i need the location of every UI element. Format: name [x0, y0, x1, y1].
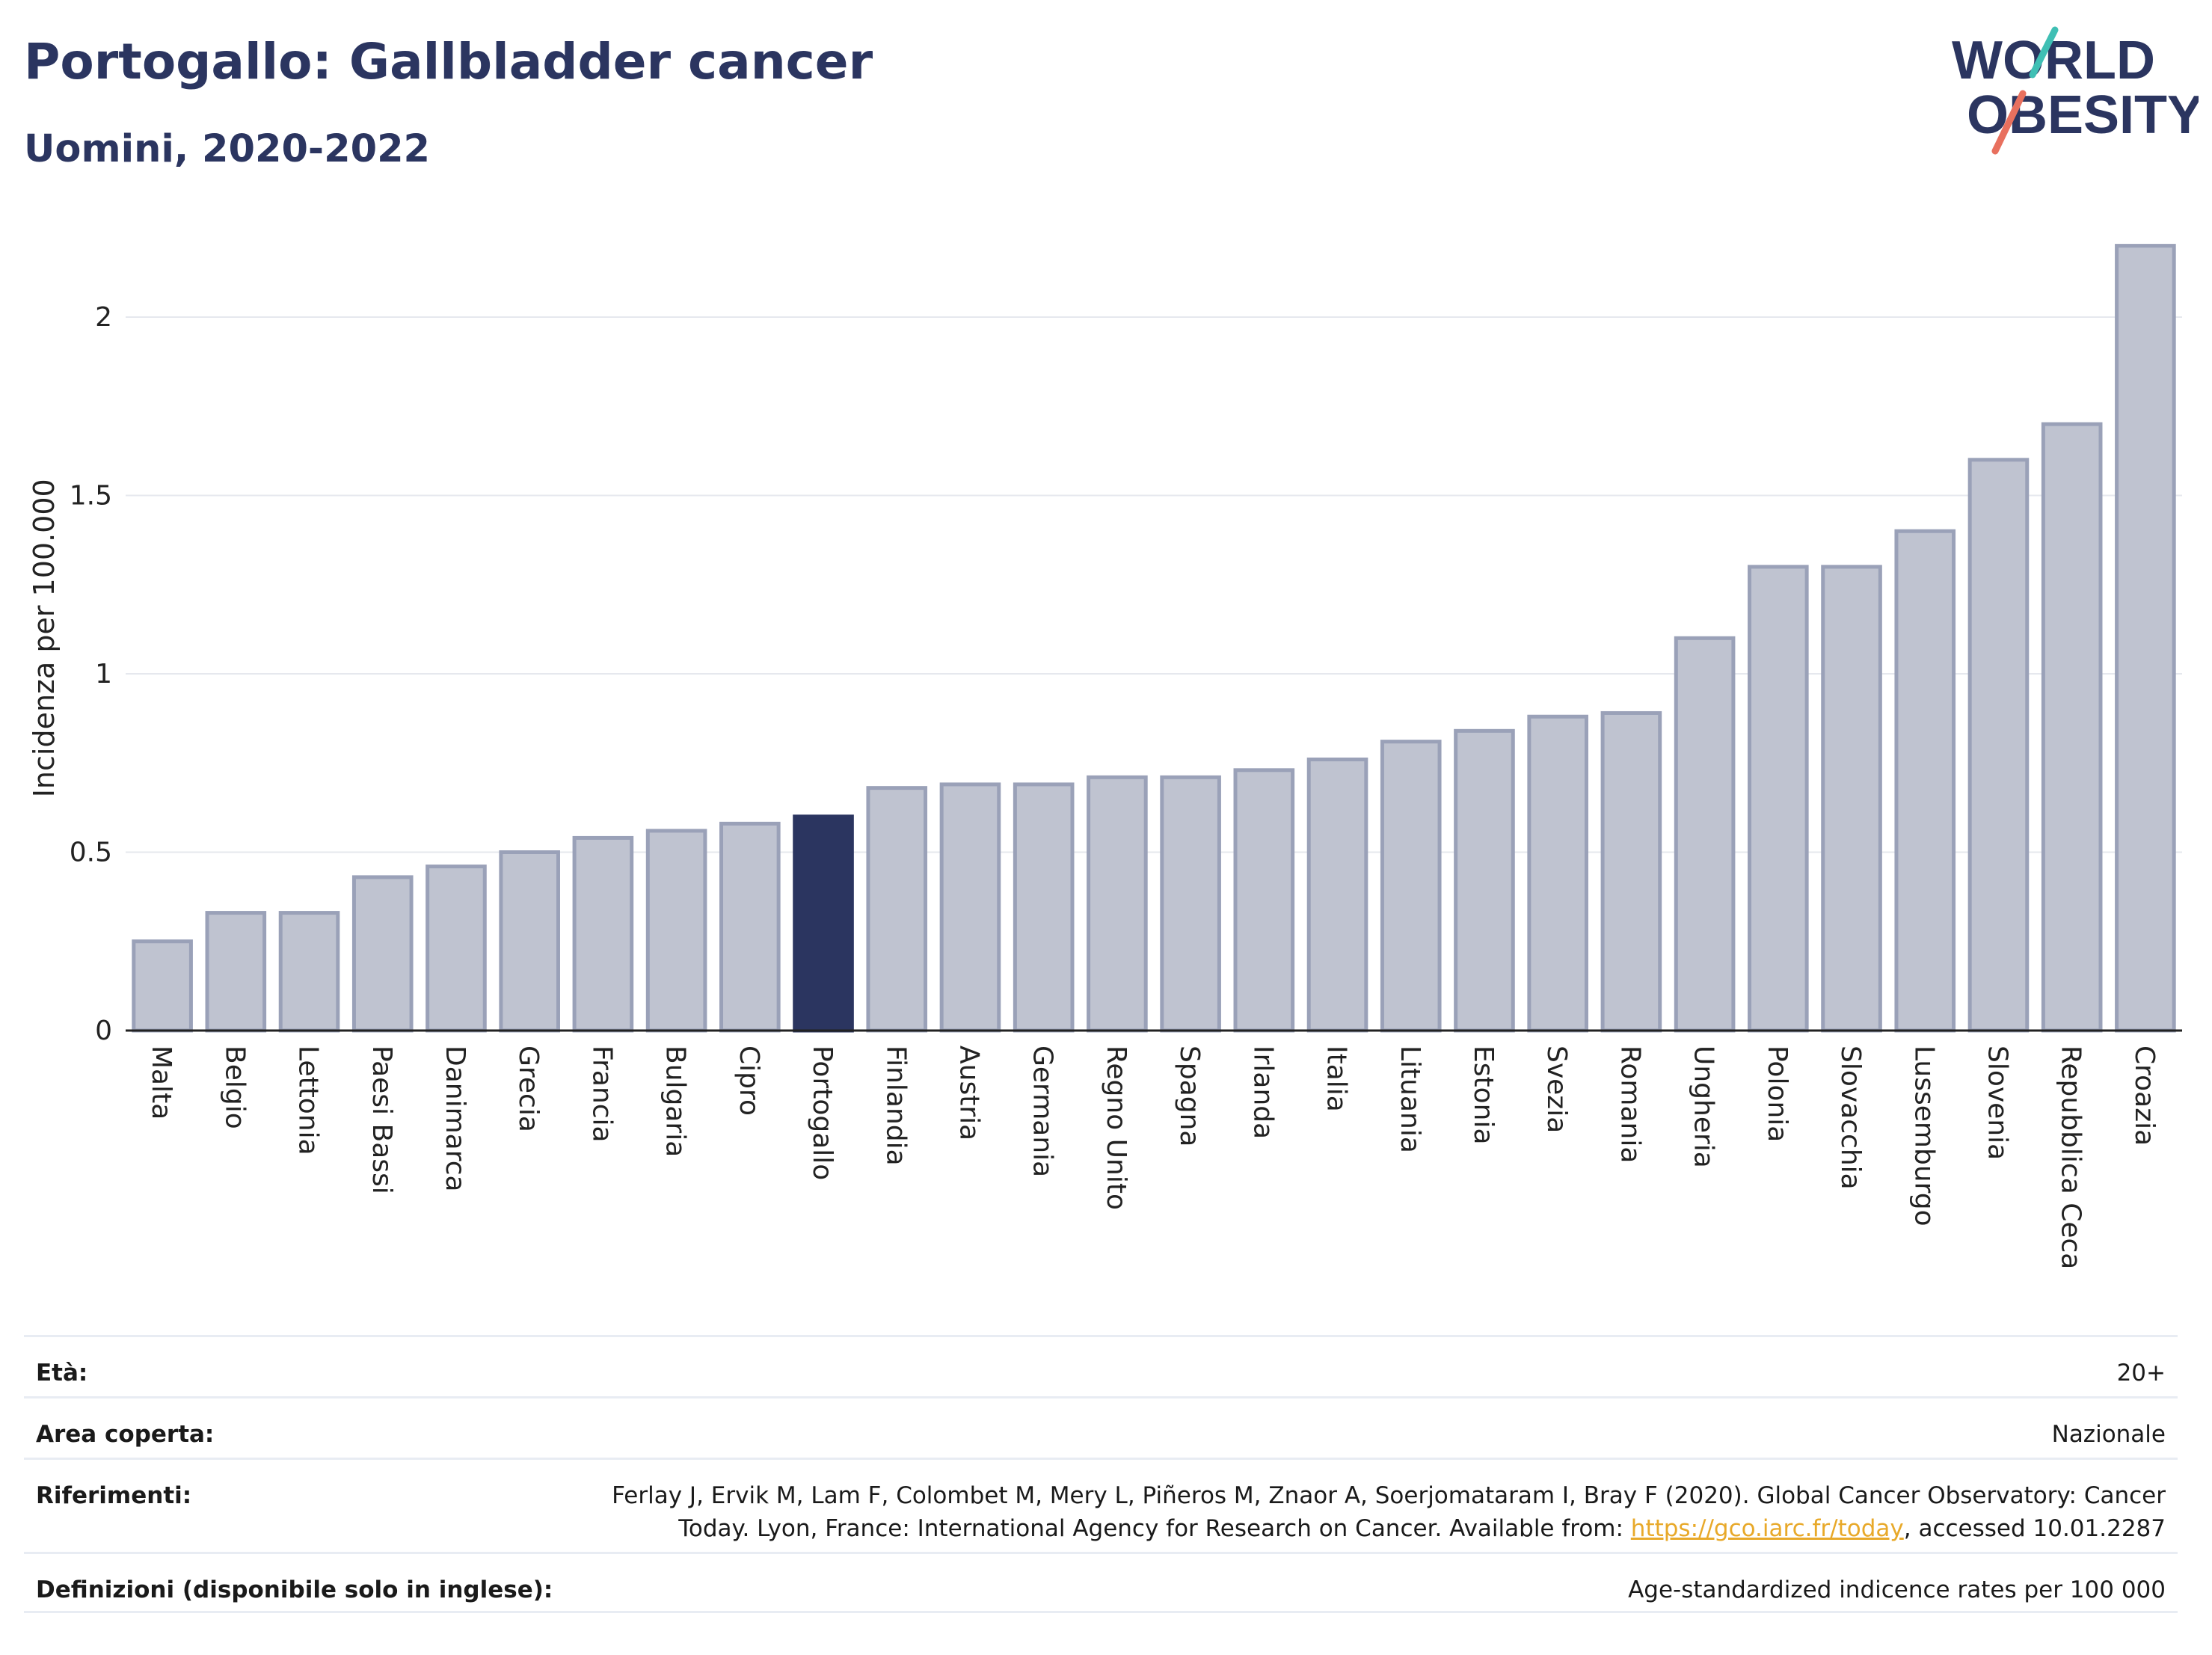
- x-tick-label: Regno Unito: [1101, 1045, 1131, 1210]
- x-tick-label: Malta: [146, 1045, 176, 1120]
- bars: [132, 244, 2176, 1033]
- bar-spagna: [1160, 775, 1221, 1033]
- x-tick-label: Lussemburgo: [1908, 1045, 1939, 1226]
- bar-paesi-bassi: [351, 875, 414, 1033]
- age-label: Età:: [36, 1360, 88, 1387]
- bar-portogallo: [793, 814, 854, 1033]
- info-row-references: Riferimenti: Ferlay J, Ervik M, Lam F, C…: [24, 1458, 2178, 1552]
- x-tick-label: Portogallo: [807, 1045, 838, 1180]
- x-tick-label: Croazia: [2129, 1045, 2160, 1146]
- definitions-value: Age-standardized indicence rates per 100…: [1628, 1576, 2166, 1603]
- bar-francia: [572, 835, 634, 1033]
- bar-lussemburgo: [1894, 529, 1956, 1033]
- x-tick-label: Italia: [1321, 1045, 1352, 1112]
- info-row-age: Età: 20+: [24, 1335, 2178, 1396]
- x-tick-label: Svezia: [1541, 1045, 1572, 1133]
- x-tick-label: Finlandia: [880, 1045, 911, 1166]
- bar-croazia: [2115, 244, 2176, 1033]
- logo-slash-teal: [2029, 26, 2059, 79]
- x-tick-label: Slovacchia: [1835, 1045, 1866, 1190]
- bar-slovenia: [1967, 458, 2030, 1033]
- y-tick-label: 0.5: [70, 838, 112, 868]
- references-link[interactable]: https://gco.iarc.fr/today: [1630, 1515, 1904, 1542]
- info-row-definitions: Definizioni (disponibile solo in inglese…: [24, 1552, 2178, 1613]
- bar-lituania: [1380, 740, 1442, 1033]
- bar-regno-unito: [1087, 775, 1148, 1033]
- page-subtitle: Uomini, 2020-2022: [24, 127, 431, 171]
- x-tick-label: Repubblica Ceca: [2056, 1045, 2086, 1269]
- bar-polonia: [1748, 565, 1809, 1033]
- x-tick-label: Irlanda: [1247, 1045, 1278, 1139]
- x-axis-ticks: Malta Belgio Lettonia Paesi Bassi Danimarca G…: [146, 1045, 2160, 1269]
- x-tick-label: Bulgaria: [660, 1045, 691, 1157]
- x-tick-label: Polonia: [1762, 1045, 1792, 1142]
- bar-slovacchia: [1821, 565, 1882, 1033]
- bar-chart: 0 0.5 1 1.5 2 Malta Belgio Lettonia Paesi Bassi…: [28, 244, 2182, 1269]
- x-tick-label: Spagna: [1174, 1045, 1205, 1147]
- x-tick-label: Lituania: [1395, 1045, 1425, 1153]
- x-tick-label: Cipro: [734, 1045, 764, 1116]
- bar-germania: [1013, 782, 1075, 1033]
- x-tick-label: Francia: [586, 1045, 617, 1143]
- bar-svezia: [1527, 714, 1588, 1033]
- y-axis-ticks: 0 0.5 1 1.5 2: [70, 302, 112, 1046]
- bar-irlanda: [1233, 768, 1295, 1033]
- x-tick-label: Belgio: [219, 1045, 250, 1129]
- bar-cipro: [719, 821, 781, 1033]
- area-label: Area coperta:: [36, 1421, 215, 1448]
- y-tick-label: 2: [95, 302, 112, 333]
- definitions-label: Definizioni (disponibile solo in inglese…: [36, 1576, 553, 1603]
- bar-italia: [1306, 757, 1368, 1033]
- page-title: Portogallo: Gallbladder cancer: [24, 33, 873, 90]
- info-row-area: Area coperta: Nazionale: [24, 1396, 2178, 1458]
- x-tick-label: Germania: [1027, 1045, 1058, 1177]
- area-value: Nazionale: [2051, 1421, 2166, 1448]
- bar-belgio: [205, 911, 267, 1033]
- bar-finlandia: [866, 786, 928, 1033]
- references-label: Riferimenti:: [36, 1482, 192, 1509]
- x-tick-label: Austria: [953, 1045, 984, 1140]
- bar-ungheria: [1674, 636, 1736, 1033]
- references-value: Ferlay J, Ervik M, Lam F, Colombet M, Me…: [610, 1479, 2166, 1545]
- bar-estonia: [1454, 728, 1515, 1033]
- y-tick-label: 0: [95, 1016, 112, 1046]
- age-value: 20+: [2116, 1360, 2166, 1387]
- x-tick-label: Ungheria: [1689, 1045, 1719, 1168]
- references-text: Ferlay J, Ervik M, Lam F, Colombet M, Me…: [612, 1482, 2166, 1542]
- references-accessed: , accessed 10.01.2287: [1903, 1515, 2166, 1542]
- x-tick-label: Slovenia: [1982, 1045, 2012, 1160]
- x-tick-label: Romania: [1615, 1045, 1645, 1163]
- bar-repubblica-ceca: [2041, 422, 2103, 1033]
- y-tick-label: 1: [95, 659, 112, 690]
- y-tick-label: 1.5: [70, 481, 112, 512]
- x-tick-label: Grecia: [513, 1045, 544, 1132]
- x-tick-label: Danimarca: [440, 1045, 470, 1192]
- logo-word-world: WORLD: [1952, 31, 2155, 90]
- bar-danimarca: [425, 865, 487, 1033]
- info-table: Età: 20+ Area coperta: Nazionale Riferim…: [24, 1335, 2178, 1613]
- bar-lettonia: [278, 911, 340, 1033]
- world-obesity-logo: WORLD OBESITY: [1952, 26, 2199, 155]
- bar-austria: [939, 782, 1001, 1033]
- x-tick-label: Estonia: [1468, 1045, 1499, 1145]
- bar-romania: [1600, 710, 1662, 1033]
- y-axis-label: Incidenza per 100.000: [28, 479, 61, 797]
- x-tick-label: Lettonia: [293, 1045, 324, 1155]
- bar-bulgaria: [645, 829, 707, 1033]
- x-tick-label: Paesi Bassi: [366, 1045, 397, 1194]
- logo-slash-coral: [1991, 90, 2027, 155]
- bar-grecia: [499, 850, 560, 1033]
- bar-malta: [132, 939, 193, 1033]
